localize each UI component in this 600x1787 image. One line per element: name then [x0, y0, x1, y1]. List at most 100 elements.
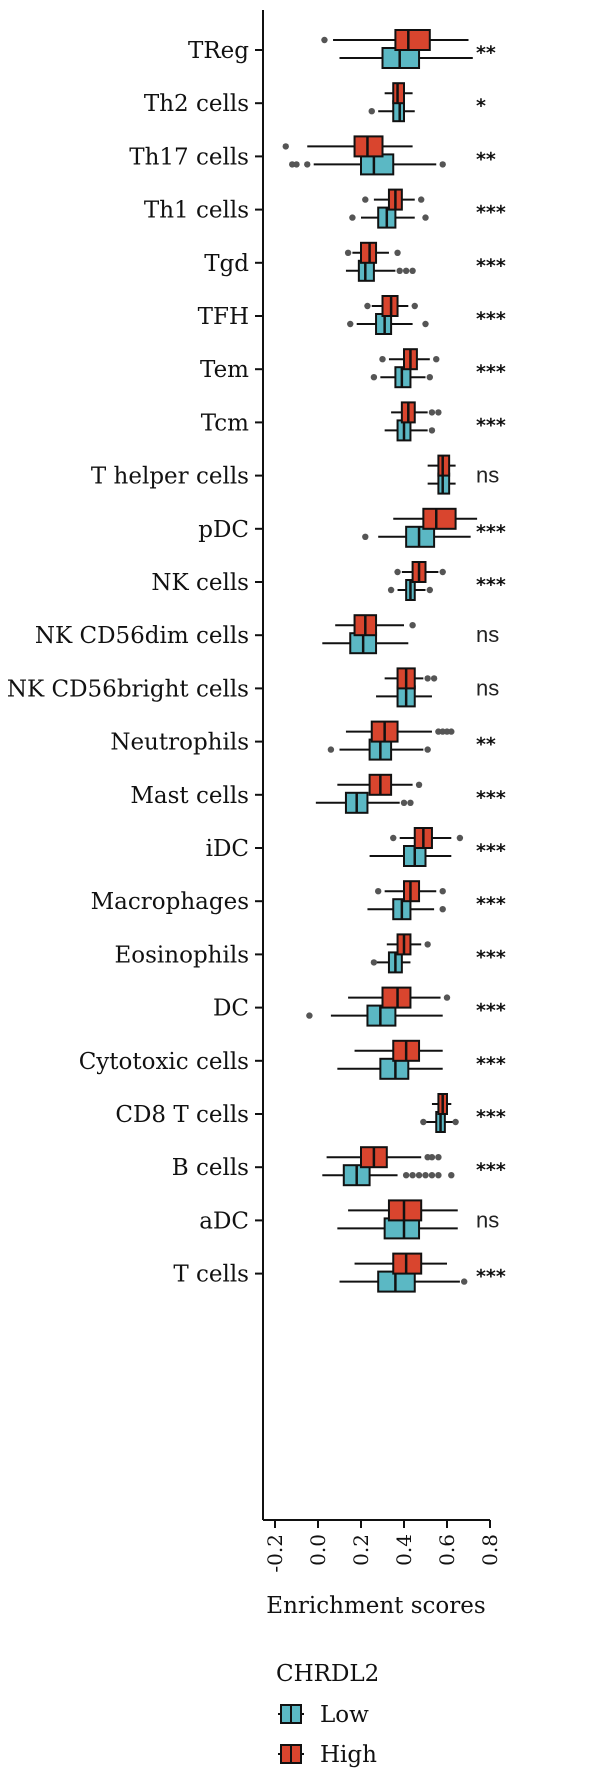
category-label: T helper cells [91, 464, 249, 490]
low-outlier [424, 746, 431, 753]
category-label: Tem [200, 357, 249, 383]
significance-label: *** [476, 1053, 506, 1075]
group-10 [387, 561, 446, 601]
low-outlier [439, 161, 446, 168]
high-outlier [456, 834, 464, 842]
category-label: Th1 cells [144, 198, 249, 224]
group-15 [369, 827, 464, 867]
significance-label: *** [476, 255, 506, 277]
significance-label: ns [476, 675, 499, 700]
high-outlier [321, 36, 328, 44]
high-outlier [439, 888, 446, 895]
low-outlier [426, 374, 433, 381]
low-outlier [370, 374, 378, 381]
low-outlier [428, 427, 436, 434]
significance-label: *** [476, 1159, 506, 1181]
high-outlier [282, 143, 289, 150]
category-label: B cells [172, 1155, 249, 1181]
low-outlier [368, 108, 375, 115]
group-12 [376, 667, 438, 708]
category-label: Th2 cells [144, 91, 249, 117]
high-outlier [433, 356, 440, 363]
significance-label: *** [476, 414, 506, 436]
group-23 [339, 1252, 468, 1293]
high-outlier [424, 675, 431, 682]
group-0 [321, 29, 473, 69]
legend-title: CHRDL2 [276, 1661, 379, 1687]
high-outlier [409, 622, 416, 629]
group-6 [370, 348, 440, 389]
significance-label: *** [476, 361, 506, 383]
legend-label-high: High [320, 1742, 377, 1768]
category-label: CD8 T cells [115, 1102, 249, 1128]
group-21 [322, 1146, 455, 1187]
low-outlier [293, 161, 300, 168]
x-tick-label: 0.0 [306, 1534, 330, 1566]
high-outlier [362, 196, 369, 203]
legend: CHRDL2 Low High [276, 1661, 379, 1768]
low-outlier [327, 746, 335, 753]
x-tick-label: -0.2 [263, 1534, 287, 1573]
low-outlier [400, 799, 408, 806]
significance-label: *** [476, 1106, 506, 1128]
low-outlier [407, 799, 414, 806]
group-3 [349, 188, 429, 229]
low-outlier [396, 267, 403, 274]
category-label: iDC [206, 836, 249, 862]
category-label: Tcm [201, 410, 249, 436]
legend-key-low [278, 1704, 304, 1724]
plot-area [282, 29, 478, 1293]
significance-label: *** [476, 1000, 506, 1022]
x-tick-label: 0.4 [392, 1534, 416, 1566]
significance-label: *** [476, 521, 506, 543]
low-outlier [422, 214, 429, 221]
high-outlier [375, 888, 382, 895]
low-outlier [306, 1012, 313, 1019]
group-9 [362, 507, 478, 548]
category-label: NK CD56bright cells [7, 676, 249, 702]
group-5 [347, 295, 429, 335]
group-17 [370, 933, 431, 974]
high-outlier [364, 302, 371, 310]
category-label: NK CD56dim cells [35, 623, 249, 649]
x-tick-label: 0.6 [435, 1534, 459, 1566]
high-outlier [394, 568, 401, 576]
category-label: pDC [198, 517, 249, 543]
high-outlier [344, 249, 352, 256]
low-outlier [448, 1172, 455, 1179]
low-outlier [347, 320, 354, 328]
low-outlier [362, 533, 369, 540]
x-tick-label: 0.2 [349, 1534, 373, 1566]
group-2 [282, 135, 446, 176]
category-label: T cells [173, 1262, 249, 1288]
significance-labels: ********************ns******nsns********… [476, 42, 506, 1288]
significance-label: *** [476, 202, 506, 224]
category-label: Macrophages [91, 889, 249, 915]
high-outlier [439, 568, 446, 576]
low-outlier [439, 906, 446, 913]
low-outlier [402, 267, 410, 274]
x-axis-title: Enrichment scores [266, 1593, 485, 1619]
high-outlier [428, 409, 436, 416]
low-outlier [420, 1118, 427, 1126]
category-label: Neutrophils [110, 730, 249, 756]
category-label: NK cells [151, 570, 249, 596]
category-label: TReg [188, 38, 249, 64]
significance-label: ns [476, 463, 499, 488]
high-outlier [418, 196, 425, 203]
high-outlier [448, 728, 455, 735]
low-outlier [387, 586, 395, 594]
significance-label: *** [476, 574, 506, 596]
significance-label: *** [476, 1266, 506, 1288]
group-11 [322, 614, 416, 655]
category-label: Th17 cells [129, 144, 249, 170]
low-outlier [304, 161, 311, 168]
low-outlier [349, 214, 356, 221]
group-1 [368, 82, 415, 123]
significance-label: *** [476, 893, 506, 915]
significance-label: ns [476, 1207, 499, 1232]
category-label: Mast cells [130, 783, 249, 809]
group-19 [337, 1039, 443, 1080]
high-outlier [435, 1154, 442, 1161]
